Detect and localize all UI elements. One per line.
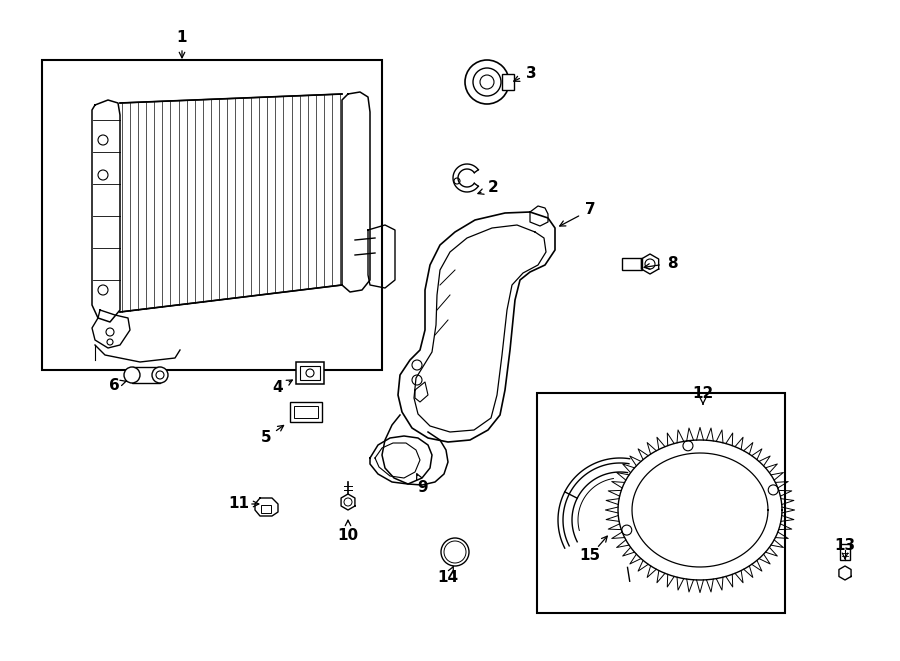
- Circle shape: [473, 68, 501, 96]
- Text: 9: 9: [418, 479, 428, 494]
- Circle shape: [412, 375, 422, 385]
- Text: 1: 1: [176, 30, 187, 46]
- Text: 15: 15: [580, 549, 600, 563]
- Bar: [840, 544, 850, 560]
- Circle shape: [124, 367, 140, 383]
- Text: 11: 11: [229, 496, 249, 512]
- Bar: [42, 60, 382, 370]
- Circle shape: [152, 367, 168, 383]
- Circle shape: [441, 538, 469, 566]
- Circle shape: [480, 75, 494, 89]
- Bar: [300, 366, 320, 380]
- Circle shape: [306, 369, 314, 377]
- Bar: [622, 258, 642, 270]
- Text: 12: 12: [692, 387, 714, 401]
- Bar: [294, 406, 318, 418]
- Bar: [296, 362, 324, 384]
- Circle shape: [448, 545, 462, 559]
- Circle shape: [622, 525, 632, 535]
- Bar: [261, 505, 271, 513]
- Circle shape: [454, 178, 460, 184]
- Text: 7: 7: [585, 202, 595, 217]
- Bar: [290, 402, 322, 422]
- Circle shape: [645, 259, 655, 269]
- Text: 6: 6: [109, 377, 120, 393]
- Bar: [502, 74, 514, 90]
- Text: 10: 10: [338, 527, 358, 543]
- Bar: [132, 367, 160, 383]
- Text: 14: 14: [437, 570, 459, 586]
- Circle shape: [769, 485, 778, 495]
- Text: 5: 5: [261, 430, 271, 446]
- Circle shape: [444, 541, 466, 563]
- Bar: [537, 393, 785, 613]
- Circle shape: [344, 498, 352, 506]
- Circle shape: [683, 441, 693, 451]
- Circle shape: [465, 60, 509, 104]
- Text: 8: 8: [667, 256, 678, 270]
- Text: 4: 4: [273, 381, 284, 395]
- Text: 3: 3: [526, 65, 536, 81]
- Text: 2: 2: [488, 180, 499, 196]
- Text: 13: 13: [834, 537, 856, 553]
- Circle shape: [412, 360, 422, 370]
